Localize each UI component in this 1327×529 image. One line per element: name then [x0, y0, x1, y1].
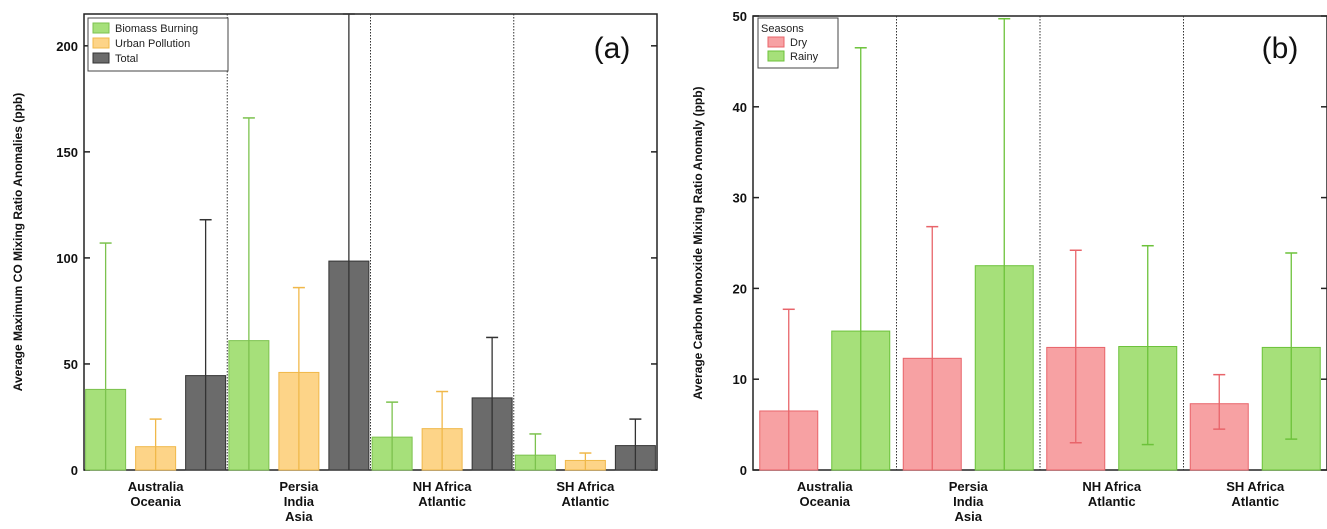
- panel-a-legend-swatch: [92, 22, 110, 34]
- panel-a-category-label: NH Africa: [413, 479, 473, 494]
- panel-b-y-tick-label: 50: [733, 9, 747, 24]
- panel-a-category-label: Atlantic: [562, 494, 610, 509]
- panel-a-category-label: India: [284, 494, 315, 509]
- panel-b-legend-title: Seasons: [761, 23, 804, 35]
- panel-b-y-axis-title: Average Carbon Monoxide Mixing Ratio Ano…: [691, 86, 705, 399]
- panel-b-category-label: Atlantic: [1231, 494, 1279, 509]
- panel-a-legend-label: Total: [115, 53, 138, 65]
- panel-a-legend-label: Biomass Burning: [115, 23, 198, 35]
- panel-b-y-tick-label: 40: [733, 100, 747, 115]
- panel-b-y-tick-label: 30: [733, 191, 747, 206]
- panel-a-category-label: SH Africa: [556, 479, 615, 494]
- panel-b-y-tick-label: 20: [733, 281, 747, 296]
- panel-a-legend-swatch: [92, 52, 110, 64]
- panel-a-legend-box: [87, 17, 229, 72]
- panel-b-y-tick-label: 0: [740, 463, 747, 478]
- panel-a-legend-swatch: [92, 37, 110, 49]
- panel-a-legend-label: Urban Pollution: [115, 38, 190, 50]
- panel-b-y-tick-label: 10: [733, 372, 747, 387]
- panel-a-y-axis-title: Average Maximum CO Mixing Ratio Anomalie…: [11, 93, 25, 392]
- panel-a-category-label: Australia: [128, 479, 184, 494]
- panel-a-category-label: Asia: [285, 509, 313, 524]
- panel-a-y-tick-label: 200: [56, 39, 78, 54]
- panel-a-y-tick-label: 50: [64, 357, 78, 372]
- panel-a-category-label: Oceania: [130, 494, 181, 509]
- panel-b-category-label: India: [953, 494, 984, 509]
- panel-b-category-label: Asia: [955, 509, 983, 524]
- panel-b-category-label: Australia: [797, 479, 853, 494]
- panel-a-y-tick-label: 0: [71, 463, 78, 478]
- panel-b-panel-label: (b): [1262, 32, 1299, 65]
- panel-b-category-label: SH Africa: [1226, 479, 1285, 494]
- panel-b-legend-swatch: [767, 36, 785, 48]
- panel-b-category-label: NH Africa: [1082, 479, 1142, 494]
- panel-b: 0 10 20 30 40 50 Average Carbon Monoxide Mixin…: [691, 9, 1327, 524]
- panel-b-category-label: Persia: [949, 479, 989, 494]
- panel-a-y-tick-label: 150: [56, 145, 78, 160]
- panel-b-legend-label: Dry: [790, 37, 808, 49]
- panel-b-legend-label: Rainy: [790, 51, 819, 63]
- panel-b-category-label: Oceania: [799, 494, 850, 509]
- panel-a-category-label: Persia: [279, 479, 319, 494]
- panel-a-y-tick-label: 100: [56, 251, 78, 266]
- panel-b-legend-swatch: [767, 50, 785, 62]
- panel-a-panel-label: (a): [594, 32, 631, 65]
- panel-a: 0 50 100 150 200 Average Maximum CO Mixing Ra…: [11, 13, 658, 524]
- panel-b-category-label: Atlantic: [1088, 494, 1136, 509]
- panel-a-category-label: Atlantic: [418, 494, 466, 509]
